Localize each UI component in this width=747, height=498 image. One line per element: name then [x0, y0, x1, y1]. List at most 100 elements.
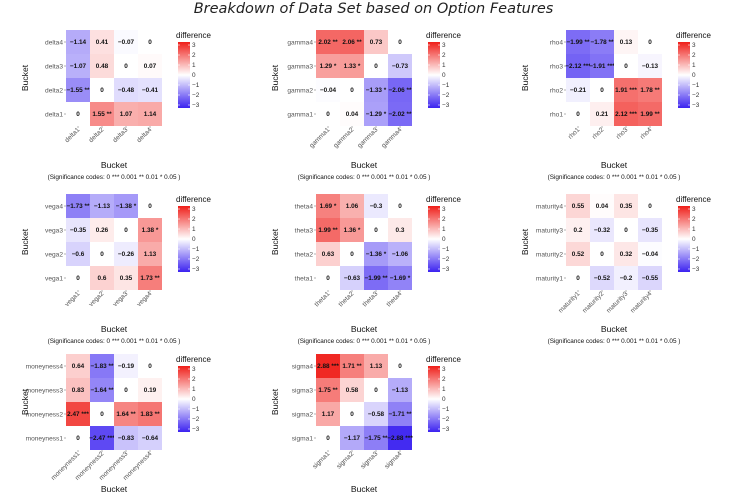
legend-tick-label: −3 — [442, 426, 450, 433]
cell-value-label: −1.69 * — [390, 275, 411, 282]
heatmap-panel-sigma: 0 −1.17 −1.75 ** −2.88 *** 1.17 0 −0.58 −1.71 *… — [270, 354, 462, 494]
cell-value-label: 0.35 — [120, 275, 133, 282]
x-axis-title: Bucket — [351, 324, 378, 334]
x-tick-label: delta2 — [88, 126, 106, 144]
heatmap-cell — [388, 102, 412, 126]
cell-value-label: 1.17 — [322, 411, 335, 418]
legend-tick-label: 1 — [192, 226, 196, 233]
cell-value-label: 0 — [100, 251, 104, 258]
cell-value-label: −0.58 — [368, 411, 385, 418]
legend-colorbar — [178, 366, 190, 432]
cell-value-label: 1.29 * — [320, 63, 337, 70]
heatmap-cell — [316, 378, 340, 402]
heatmap-cell — [340, 30, 364, 54]
heatmap-panel-gamma: 0 0.04 −1.29 * −2.02 ** −0.04 0 −1.33 * −2.06 *… — [270, 30, 462, 181]
cell-value-label: −0.13 — [642, 63, 659, 70]
legend-tick-label: −3 — [442, 266, 450, 273]
legend-tick-label: 0 — [692, 72, 696, 79]
heatmap-cell — [138, 402, 162, 426]
cell-value-label: −1.38 * — [116, 203, 137, 210]
heatmap-cell — [388, 194, 412, 218]
cell-value-label: 0 — [148, 363, 152, 370]
cell-value-label: −1.29 * — [366, 111, 387, 118]
heatmap-cell — [566, 102, 590, 126]
heatmap-cell — [138, 354, 162, 378]
legend-title: difference — [426, 195, 462, 204]
cell-value-label: 1.69 * — [320, 203, 337, 210]
cell-value-label: −0.19 — [118, 363, 135, 370]
legend-tick-label: 3 — [692, 42, 696, 49]
cell-value-label: −0.52 — [594, 275, 611, 282]
significance-note: (Significance codes: 0 *** 0.001 ** 0.01… — [48, 174, 181, 181]
heatmap-cell — [566, 218, 590, 242]
cell-value-label: 0 — [374, 227, 378, 234]
heatmap-cell — [138, 378, 162, 402]
cell-value-label: 1.64 ** — [116, 411, 136, 418]
cell-value-label: 1.83 ** — [140, 411, 160, 418]
heatmap-cell — [138, 78, 162, 102]
cell-value-label: 0 — [624, 227, 628, 234]
heatmap-cell — [114, 378, 138, 402]
cell-value-label: −0.73 — [392, 63, 409, 70]
x-axis-title: Bucket — [601, 160, 628, 170]
legend-tick-label: −1 — [192, 246, 200, 253]
heatmap-cell — [614, 242, 638, 266]
legend-tick-label: 2 — [192, 376, 196, 383]
y-axis-title: Bucket — [20, 228, 30, 255]
cell-value-label: 0 — [398, 39, 402, 46]
heatmap-cell — [114, 354, 138, 378]
x-axis-title: Bucket — [101, 484, 128, 494]
heatmap-cell — [638, 266, 662, 290]
heatmap-cell — [66, 102, 90, 126]
cell-value-label: −1.33 * — [366, 87, 387, 94]
legend-title: difference — [426, 31, 462, 40]
heatmap-cell — [590, 266, 614, 290]
cell-value-label: −0.35 — [70, 227, 87, 234]
cell-value-label: 0.32 — [620, 251, 633, 258]
cell-value-label: −0.41 — [142, 87, 159, 94]
cell-value-label: 0 — [600, 87, 604, 94]
cell-value-label: 1.14 — [144, 111, 157, 118]
x-tick-label: rho4 — [639, 126, 654, 141]
heatmap-cell — [388, 218, 412, 242]
legend-tick-label: 3 — [692, 206, 696, 213]
y-tick-label: sigma4 — [292, 363, 314, 370]
cell-value-label: 0.73 — [370, 39, 383, 46]
x-tick-label: vega4 — [136, 290, 154, 308]
page-title: Breakdown of Data Set based on Option Fe… — [193, 1, 554, 17]
cell-value-label: 0 — [326, 435, 330, 442]
legend-title: difference — [676, 195, 712, 204]
legend-tick-label: 0 — [192, 72, 196, 79]
heatmap-cell — [316, 426, 340, 450]
cell-value-label: −0.3 — [370, 203, 383, 210]
heatmap-cell — [138, 54, 162, 78]
cell-value-label: 0 — [576, 275, 580, 282]
legend-tick-label: −2 — [442, 416, 450, 423]
significance-note: (Significance codes: 0 *** 0.001 ** 0.01… — [298, 338, 431, 345]
heatmap-panel-maturity: 0 −0.52 −0.2 −0.55 0.52 0 0.32 −0.04 0.2 −0.32 0 −0… — [520, 194, 712, 345]
x-tick-label: rho3 — [615, 126, 630, 141]
heatmap-cell — [614, 54, 638, 78]
legend-tick-label: 1 — [192, 62, 196, 69]
legend-tick-label: 1 — [692, 226, 696, 233]
significance-note: (Significance codes: 0 *** 0.001 ** 0.01… — [548, 338, 681, 345]
heatmap-cell — [66, 378, 90, 402]
x-tick-label: theta2 — [337, 290, 355, 308]
heatmap-cell — [388, 426, 412, 450]
heatmap-cell — [388, 266, 412, 290]
legend-tick-label: −2 — [692, 256, 700, 263]
heatmap-cell — [388, 242, 412, 266]
legend-tick-label: 0 — [692, 236, 696, 243]
cell-value-label: 0 — [398, 203, 402, 210]
legend-tick-label: 2 — [442, 216, 446, 223]
y-tick-label: sigma3 — [292, 387, 314, 394]
heatmap-cell — [340, 402, 364, 426]
cell-value-label: 0 — [76, 275, 80, 282]
legend-tick-label: −3 — [692, 266, 700, 273]
cell-value-label: 0 — [350, 411, 354, 418]
cell-value-label: 0 — [124, 227, 128, 234]
y-tick-label: moneyness3 — [26, 387, 64, 394]
y-tick-label: rho3 — [550, 63, 564, 70]
cell-value-label: 0 — [76, 435, 80, 442]
